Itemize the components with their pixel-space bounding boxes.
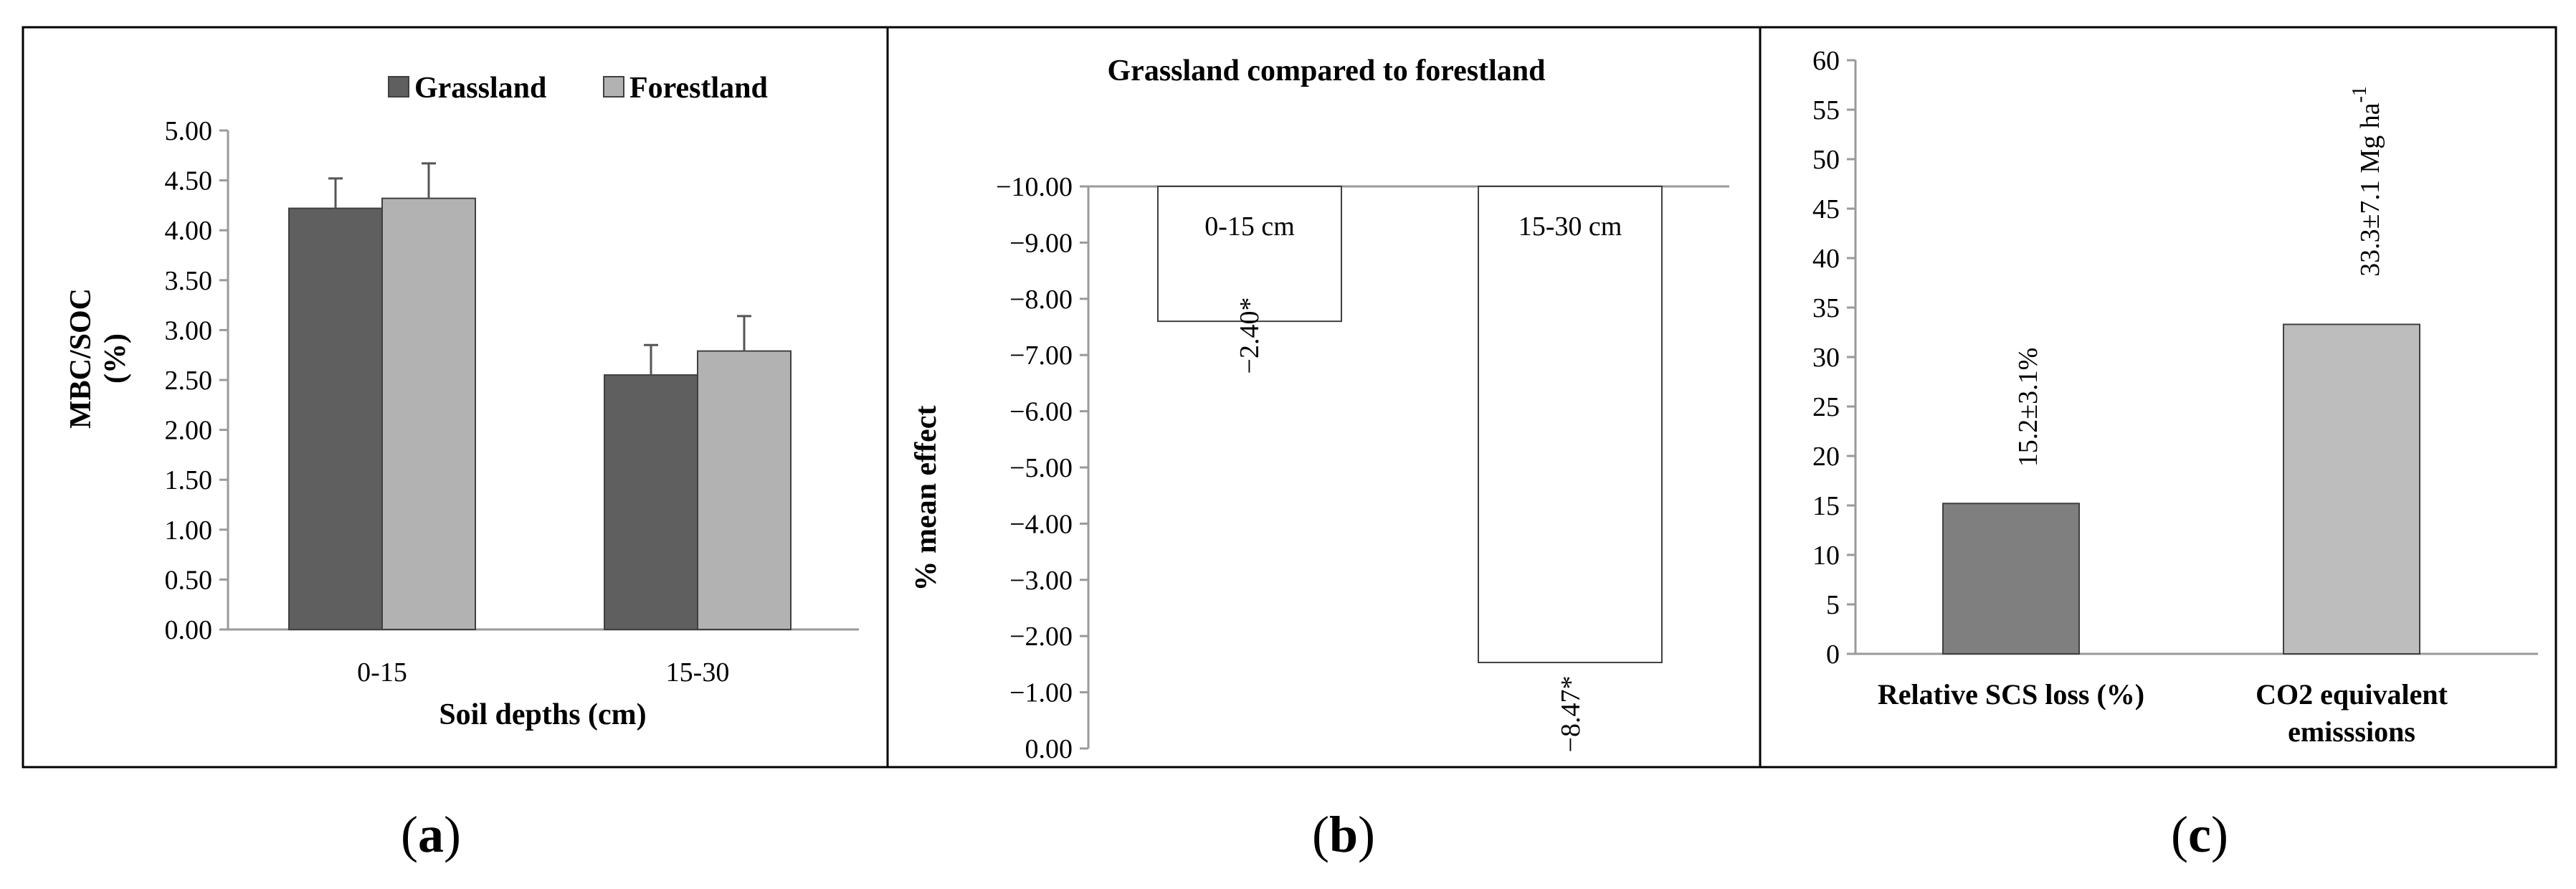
panel-b-value-label-0-15: −2.40* (1235, 298, 1265, 374)
bar-grassland-0-15 (288, 207, 383, 630)
panel-a-caption: (a) (401, 806, 461, 863)
bar-forestland-0-15 (381, 197, 476, 630)
panel-a-y-tick-label: 3.50 (165, 266, 213, 296)
panel-a-caption-open: ( (401, 806, 418, 863)
panel-a-y-tick-label: 3.00 (165, 315, 213, 346)
bar-relative-scs-loss (1942, 503, 2080, 655)
panel-c-y-tick-label: 60 (1812, 46, 1840, 76)
figure-frame (22, 26, 2557, 769)
bar-co2-equivalent-emissions (2283, 323, 2420, 655)
panel-b-y-tick-label: −1.00 (1009, 678, 1073, 708)
panel-a-y-tick-label: 2.50 (165, 366, 213, 396)
panel-c-caption-close: ) (2211, 806, 2228, 863)
panel-a-y-axis-title: MBC/SOC (%) (65, 288, 132, 429)
panel-a-x-tick-15-30: 15-30 (666, 657, 730, 688)
legend-forestland-swatch (603, 76, 624, 98)
panel-b-chart: Grassland compared to forestland 0.00 −1.… (910, 54, 1729, 764)
panel-b-y-ticks: 0.00 −1.00 −2.00 −3.00 −4.00 −5.00 −6.00 −7.00 −… (996, 172, 1090, 764)
panel-c-y-tick-label: 5 (1826, 590, 1840, 620)
panel-b-caption-letter: b (1329, 806, 1358, 863)
panel-c-y-tick-label: 35 (1812, 293, 1840, 323)
panel-c-y-tick-label: 55 (1812, 95, 1840, 125)
panel-b-category-0-15: 0-15 cm (1204, 211, 1295, 242)
panel-c-caption-open: ( (2171, 806, 2188, 863)
legend-grassland-label: Grassland (414, 72, 546, 105)
panel-c-x-tick-co2-line-1: CO2 equivalent (2256, 678, 2448, 710)
panel-a-caption-letter: a (418, 806, 444, 863)
panel-b-value-label-15-30: −8.47* (1556, 676, 1586, 753)
panel-c-y-tick-label: 30 (1812, 343, 1840, 373)
panel-c-x-tick-relative-scs-loss: Relative SCS loss (%) (1878, 678, 2144, 710)
bar-15-30-cm (1478, 186, 1663, 664)
panel-a-y-tick-label: 4.50 (165, 166, 213, 196)
panel-a-chart: 0.00 0.50 1.00 1.50 2.00 2.50 3.00 3.50 4.00 4.50… (65, 72, 859, 731)
bar-grassland-15-30 (604, 374, 698, 630)
panel-a-x-axis-title: Soil depths (cm) (439, 698, 646, 731)
panel-c-y-tick-label: 45 (1812, 194, 1840, 224)
panel-c-bars (1942, 323, 2420, 655)
panel-c-value-label-co2-text: 33.3±7.1 Mg ha (2355, 103, 2385, 277)
panel-a-y-axis-title-line-2: (%) (99, 333, 132, 384)
panel-a-y-tick-label: 1.50 (165, 465, 213, 495)
panel-b-y-axis-title: % mean effect (910, 406, 943, 591)
panel-b-y-tick-label: −10.00 (996, 172, 1073, 202)
panel-b-title: Grassland compared to forestland (1108, 54, 1546, 87)
panel-c-y-tick-label: 25 (1812, 392, 1840, 422)
panel-b-y-tick-label: −2.00 (1009, 622, 1073, 652)
bar-forestland-15-30 (697, 350, 792, 630)
panel-a-y-tick-label: 0.50 (165, 565, 213, 595)
legend-forestland-label: Forestland (629, 72, 768, 105)
panel-a-y-tick-label: 5.00 (165, 116, 213, 146)
panel-c-value-label-co2-superscript: -1 (2349, 86, 2371, 103)
panel-c-chart: 0 5 10 15 20 25 30 35 40 45 50 55 60 Relative SCS lo… (1812, 46, 2538, 748)
legend-grassland-swatch (388, 76, 409, 98)
panel-c-x-tick-co2-line-2: emisssions (2288, 716, 2415, 748)
panel-b-y-tick-label: −6.00 (1009, 397, 1073, 427)
panel-a-y-axis-title-line-1: MBC/SOC (65, 288, 98, 429)
panel-a-y-tick-label: 2.00 (165, 416, 213, 446)
panel-a-x-tick-0-15: 0-15 (357, 657, 407, 688)
panel-c-caption: (c) (2171, 806, 2228, 863)
panel-c-y-tick-label: 0 (1826, 640, 1840, 670)
panel-b-caption-close: ) (1358, 806, 1375, 863)
panel-b-y-tick-label: −3.00 (1009, 566, 1073, 596)
panel-a-caption-close: ) (444, 806, 461, 863)
panel-b-y-tick-label: −7.00 (1009, 341, 1073, 371)
panel-b-caption: (b) (1312, 806, 1375, 863)
panel-c-y-tick-label: 20 (1812, 442, 1840, 472)
panel-a-y-ticks: 0.00 0.50 1.00 1.50 2.00 2.50 3.00 3.50 4.00 4.50… (165, 116, 229, 645)
panel-c-value-label-relative: 15.2±3.1% (2013, 348, 2043, 467)
panel-c-value-label-co2: 33.3±7.1 Mg ha-1 (2349, 86, 2385, 277)
panel-c-y-tick-label: 10 (1812, 541, 1840, 571)
panel-b-caption-open: ( (1312, 806, 1329, 863)
panel-b-y-tick-label: −9.00 (1009, 228, 1073, 258)
panel-a-y-tick-label: 1.00 (165, 515, 213, 546)
panel-b-category-15-30: 15-30 cm (1518, 211, 1622, 242)
panel-a-y-tick-label: 0.00 (165, 615, 213, 645)
panel-b-y-tick-label: 0.00 (1025, 734, 1073, 764)
panel-c-y-tick-label: 15 (1812, 491, 1840, 521)
panel-a-bars (288, 162, 792, 630)
bar-0-15-cm (1157, 186, 1342, 323)
panel-c-y-ticks: 0 5 10 15 20 25 30 35 40 45 50 55 60 (1812, 46, 1857, 670)
panel-a-y-tick-label: 4.00 (165, 216, 213, 246)
panel-c-y-tick-label: 50 (1812, 145, 1840, 175)
panel-b-y-tick-label: −4.00 (1009, 509, 1073, 539)
panel-c-caption-letter: c (2188, 806, 2211, 863)
panel-b-bars (1157, 186, 1663, 664)
panel-c-y-tick-label: 40 (1812, 244, 1840, 274)
panel-b-y-tick-label: −5.00 (1009, 453, 1073, 483)
panel-b-y-tick-label: −8.00 (1009, 285, 1073, 315)
